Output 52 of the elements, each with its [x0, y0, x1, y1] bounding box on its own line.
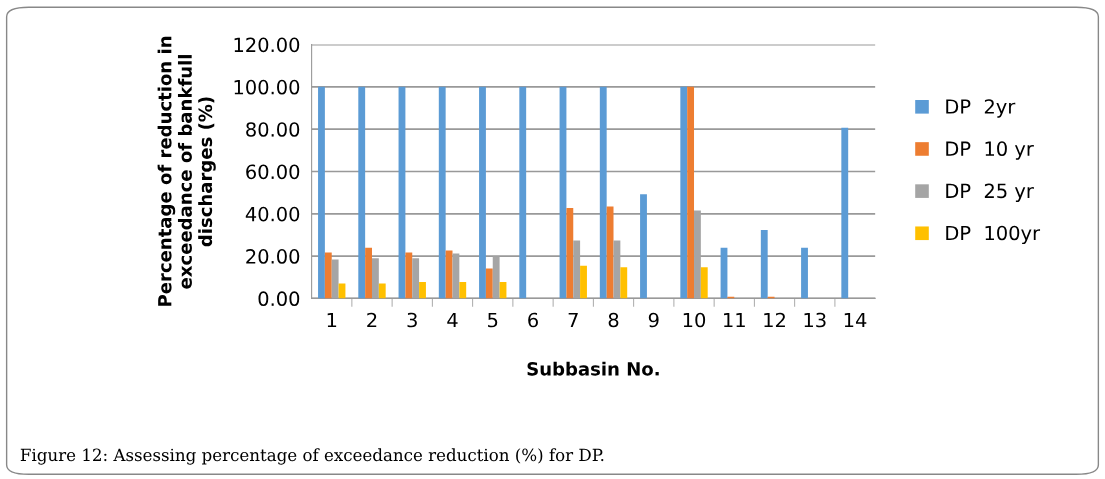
- bar: [620, 267, 628, 299]
- x-tick-label: 11: [724, 312, 745, 328]
- legend-label: DP 25 yr: [946, 183, 1034, 202]
- y-tick-label: 120.00: [234, 37, 300, 53]
- legend-label: DP 100yr: [946, 225, 1041, 245]
- bar: [580, 265, 587, 299]
- x-tick-label: 14: [844, 312, 867, 328]
- x-tick-label: 12: [764, 312, 785, 328]
- y-tick-label: 0.00: [258, 291, 300, 307]
- x-tick-label: 4: [447, 312, 458, 328]
- bar: [606, 206, 614, 299]
- bar: [680, 86, 688, 299]
- bar: [519, 86, 527, 299]
- bar: [419, 281, 426, 299]
- bar: [459, 281, 467, 299]
- bar: [324, 252, 332, 299]
- y-axis-title: Percentage of reduction in exceedance of bankfull discharges (%): [157, 36, 216, 306]
- bar: [405, 252, 413, 299]
- y-tick-label: 20.00: [246, 249, 300, 264]
- bar: [801, 247, 808, 299]
- bar: [599, 86, 607, 299]
- bar: [640, 194, 647, 299]
- bar: [438, 86, 446, 299]
- x-tick-label: 10: [683, 312, 706, 328]
- bar: [566, 208, 574, 299]
- bar: [358, 86, 366, 299]
- legend-label: DP 10 yr: [946, 141, 1034, 160]
- y-tick-label: 100.00: [234, 79, 300, 95]
- x-tick-label: 2: [367, 312, 377, 328]
- x-tick-label: 6: [528, 312, 538, 328]
- x-axis-title: Subbasin No.: [527, 361, 659, 376]
- bar: [365, 247, 372, 299]
- x-tick-label: 13: [804, 312, 826, 328]
- bar: [760, 230, 768, 299]
- bar: [841, 127, 849, 299]
- x-tick-label: 3: [407, 312, 417, 328]
- bar: [318, 86, 325, 299]
- y-tick-label: 60.00: [246, 164, 300, 180]
- x-tick-label: 7: [568, 312, 578, 328]
- x-tick-label: 9: [648, 312, 659, 328]
- bar: [378, 283, 386, 299]
- y-tick-label: 40.00: [245, 206, 300, 222]
- bar: [479, 86, 486, 299]
- bar: [687, 86, 695, 299]
- y-tick-label: 80.00: [246, 122, 300, 137]
- x-tick-label: 8: [608, 312, 619, 328]
- x-tick-label: 1: [327, 312, 337, 328]
- x-tick-label: 5: [488, 312, 498, 328]
- legend-label: DP 2yr: [946, 99, 1016, 118]
- caption: Figure 12: Assessing percentage of exceedance reduction (%) for DP.: [20, 448, 604, 465]
- bar: [485, 268, 493, 299]
- bar: [700, 267, 708, 299]
